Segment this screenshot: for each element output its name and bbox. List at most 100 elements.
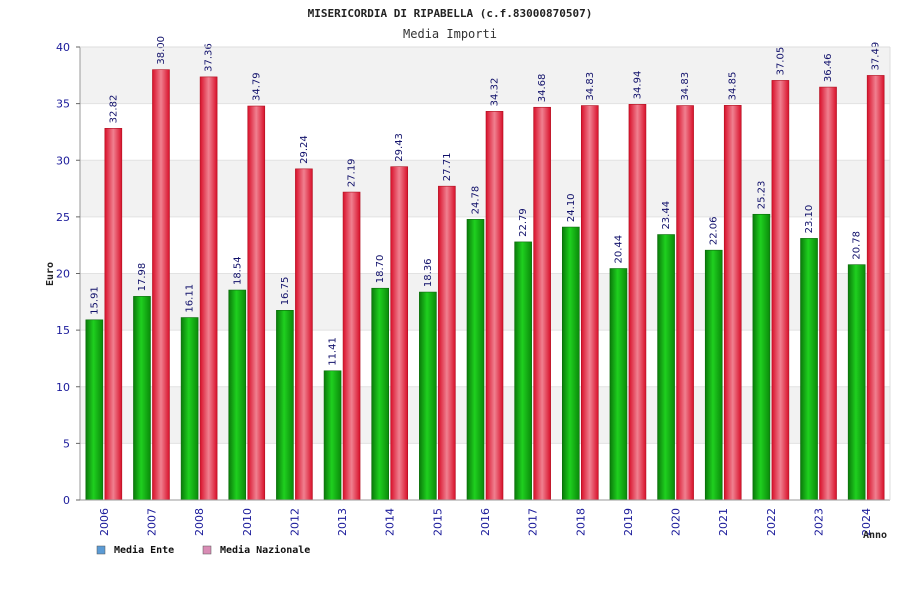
bar-group-2023: 23.10 36.46 xyxy=(800,53,837,501)
y-axis-ticks: 0 5 10 15 20 25 30 35 40 xyxy=(56,41,80,507)
data-label-nazionale-2012: 29.24 xyxy=(299,135,310,164)
x-tick-label-2016: 2016 xyxy=(479,508,492,536)
x-tick-label-2022: 2022 xyxy=(765,508,778,536)
bar-nazionale-2018 xyxy=(580,105,599,501)
data-label-ente-2010: 18.54 xyxy=(232,256,243,285)
data-label-nazionale-2018: 34.83 xyxy=(585,72,596,101)
bar-nazionale-2022 xyxy=(771,80,790,501)
x-axis-label: Anno xyxy=(863,530,887,541)
bar-ente-2008 xyxy=(180,317,199,501)
data-label-nazionale-2020: 34.83 xyxy=(680,72,691,101)
x-tick-label-2021: 2021 xyxy=(717,508,730,536)
bar-nazionale-2020 xyxy=(676,105,694,501)
x-tick-label-2007: 2007 xyxy=(145,508,158,536)
data-label-ente-2008: 16.11 xyxy=(185,284,196,313)
legend-swatch-media-nazionale xyxy=(202,545,212,555)
y-tick-label: 20 xyxy=(56,268,70,281)
y-tick-label: 30 xyxy=(56,154,70,167)
x-tick-label-2008: 2008 xyxy=(193,508,206,536)
legend-item-media-ente: Media Ente xyxy=(96,544,174,556)
data-label-ente-2015: 18.36 xyxy=(423,258,434,287)
legend: Media Ente Media Nazionale xyxy=(96,544,310,556)
x-tick-label-2010: 2010 xyxy=(241,508,254,536)
data-label-ente-2006: 15.91 xyxy=(89,286,100,315)
data-label-ente-2017: 22.79 xyxy=(518,208,529,237)
x-tick-label-2020: 2020 xyxy=(670,508,683,536)
data-label-ente-2020: 23.44 xyxy=(661,201,672,230)
data-label-nazionale-2010: 34.79 xyxy=(251,72,262,101)
bars: 15.91 32.82 17.98 38.00 16.11 37.36 18.54 34.79… xyxy=(85,36,885,501)
bar-group-2007: 17.98 38.00 xyxy=(133,36,170,501)
data-label-ente-2018: 24.10 xyxy=(566,193,577,222)
y-axis-label: Euro xyxy=(45,262,56,286)
bar-ente-2020 xyxy=(657,234,675,501)
data-label-nazionale-2007: 38.00 xyxy=(156,36,167,65)
bar-ente-2019 xyxy=(609,268,628,501)
x-tick-label-2015: 2015 xyxy=(431,508,444,536)
data-label-nazionale-2013: 27.19 xyxy=(347,158,358,187)
data-label-ente-2024: 20.78 xyxy=(852,231,863,260)
data-label-ente-2012: 16.75 xyxy=(280,277,291,306)
x-tick-label-2013: 2013 xyxy=(336,508,349,536)
y-tick-label: 0 xyxy=(63,494,70,507)
data-label-nazionale-2016: 34.32 xyxy=(490,78,501,107)
bar-group-2018: 24.10 34.83 xyxy=(561,72,599,501)
bar-ente-2023 xyxy=(800,238,818,501)
bar-group-2021: 22.06 34.85 xyxy=(704,72,742,501)
data-label-ente-2013: 11.41 xyxy=(328,337,339,366)
legend-label-media-nazionale: Media Nazionale xyxy=(220,544,310,556)
bar-group-2010: 18.54 34.79 xyxy=(228,72,266,501)
bar-nazionale-2012 xyxy=(295,168,313,501)
x-tick-label-2014: 2014 xyxy=(384,508,397,536)
bar-ente-2022 xyxy=(752,213,771,501)
bar-group-2015: 18.36 27.71 xyxy=(419,153,456,501)
bar-nazionale-2021 xyxy=(723,105,742,501)
bar-ente-2014 xyxy=(371,287,390,501)
bar-ente-2006 xyxy=(85,319,104,501)
bar-ente-2015 xyxy=(419,291,437,501)
bar-ente-2024 xyxy=(847,264,866,501)
data-label-ente-2022: 25.23 xyxy=(756,181,767,210)
data-label-nazionale-2014: 29.43 xyxy=(394,133,405,162)
chart-title: MISERICORDIA DI RIPABELLA (c.f.830008705… xyxy=(308,7,593,20)
bar-nazionale-2019 xyxy=(628,104,647,501)
bar-group-2014: 18.70 29.43 xyxy=(371,133,409,501)
y-tick-label: 40 xyxy=(56,41,70,54)
bar-ente-2013 xyxy=(323,370,342,501)
data-label-nazionale-2023: 36.46 xyxy=(823,53,834,82)
data-label-nazionale-2015: 27.71 xyxy=(442,153,453,182)
bar-nazionale-2014 xyxy=(390,166,409,501)
data-label-ente-2014: 18.70 xyxy=(375,255,386,284)
data-label-nazionale-2021: 34.85 xyxy=(728,72,739,101)
legend-swatch-media-ente xyxy=(96,545,106,555)
bar-group-2008: 16.11 37.36 xyxy=(180,43,218,501)
bar-group-2006: 15.91 32.82 xyxy=(85,95,123,501)
data-label-ente-2021: 22.06 xyxy=(709,217,720,246)
y-tick-label: 15 xyxy=(56,324,70,337)
bar-group-2016: 24.78 34.32 xyxy=(466,78,504,501)
bar-ente-2010 xyxy=(228,289,247,501)
bar-nazionale-2017 xyxy=(533,106,551,501)
data-label-nazionale-2022: 37.05 xyxy=(775,47,786,76)
y-tick-label: 10 xyxy=(56,381,70,394)
x-tick-label-2023: 2023 xyxy=(813,508,826,536)
y-tick-label: 5 xyxy=(63,437,70,450)
bar-ente-2018 xyxy=(561,226,580,501)
x-tick-label-2006: 2006 xyxy=(98,508,111,536)
chart-subtitle: Media Importi xyxy=(403,27,497,41)
bar-nazionale-2016 xyxy=(485,111,504,501)
bar-group-2012: 16.75 29.24 xyxy=(276,135,313,501)
data-label-nazionale-2017: 34.68 xyxy=(537,74,548,103)
bar-ente-2021 xyxy=(704,249,723,501)
bar-nazionale-2023 xyxy=(819,86,837,501)
y-tick-label: 25 xyxy=(56,211,70,224)
bar-ente-2017 xyxy=(514,241,532,501)
data-label-ente-2007: 17.98 xyxy=(137,263,148,292)
data-label-nazionale-2008: 37.36 xyxy=(204,43,215,72)
x-tick-label-2018: 2018 xyxy=(574,508,587,536)
bar-nazionale-2013 xyxy=(342,191,361,501)
bar-ente-2007 xyxy=(133,296,151,501)
bar-nazionale-2008 xyxy=(199,76,218,501)
data-label-nazionale-2019: 34.94 xyxy=(632,71,643,100)
bar-nazionale-2006 xyxy=(104,128,123,501)
